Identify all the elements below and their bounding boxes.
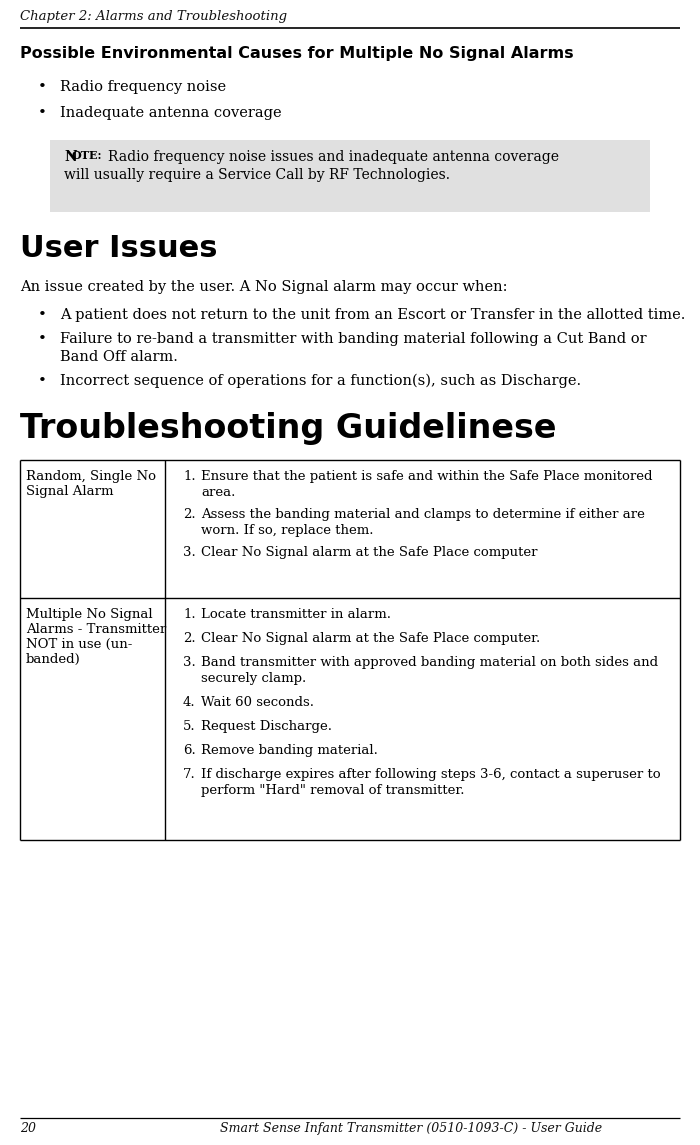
Text: Signal Alarm: Signal Alarm bbox=[26, 485, 113, 498]
Text: 3.: 3. bbox=[183, 656, 196, 669]
Text: area.: area. bbox=[201, 485, 235, 499]
Text: Multiple No Signal: Multiple No Signal bbox=[26, 608, 153, 621]
Text: Troubleshooting Guidelinese: Troubleshooting Guidelinese bbox=[20, 412, 556, 445]
Text: Smart Sense Infant Transmitter (0510-1093-C) - User Guide: Smart Sense Infant Transmitter (0510-109… bbox=[220, 1122, 602, 1135]
Text: Alarms - Transmitter: Alarms - Transmitter bbox=[26, 623, 167, 635]
Text: Radio frequency noise: Radio frequency noise bbox=[60, 80, 226, 94]
Text: Remove banding material.: Remove banding material. bbox=[201, 744, 378, 757]
Text: N: N bbox=[64, 150, 77, 164]
Text: NOT in use (un-: NOT in use (un- bbox=[26, 638, 132, 652]
Text: Assess the banding material and clamps to determine if either are: Assess the banding material and clamps t… bbox=[201, 508, 645, 521]
Text: •: • bbox=[38, 332, 47, 346]
Text: Failure to re-band a transmitter with banding material following a Cut Band or: Failure to re-band a transmitter with ba… bbox=[60, 332, 647, 346]
Text: perform "Hard" removal of transmitter.: perform "Hard" removal of transmitter. bbox=[201, 784, 465, 797]
Text: Locate transmitter in alarm.: Locate transmitter in alarm. bbox=[201, 608, 391, 621]
Text: A patient does not return to the unit from an Escort or Transfer in the allotted: A patient does not return to the unit fr… bbox=[60, 308, 685, 322]
Text: Ensure that the patient is safe and within the Safe Place monitored: Ensure that the patient is safe and with… bbox=[201, 469, 652, 483]
Text: •: • bbox=[38, 106, 47, 120]
Text: securely clamp.: securely clamp. bbox=[201, 672, 307, 685]
Text: •: • bbox=[38, 308, 47, 322]
Text: OTE:: OTE: bbox=[72, 150, 102, 161]
Text: 20: 20 bbox=[20, 1122, 36, 1135]
Text: banded): banded) bbox=[26, 653, 80, 666]
Text: 7.: 7. bbox=[183, 768, 196, 781]
Text: 2.: 2. bbox=[183, 508, 195, 521]
Text: Random, Single No: Random, Single No bbox=[26, 469, 156, 483]
Text: 4.: 4. bbox=[183, 696, 195, 709]
Text: worn. If so, replace them.: worn. If so, replace them. bbox=[201, 524, 374, 537]
Text: 6.: 6. bbox=[183, 744, 196, 757]
Text: 3.: 3. bbox=[183, 546, 196, 559]
Text: Clear No Signal alarm at the Safe Place computer.: Clear No Signal alarm at the Safe Place … bbox=[201, 632, 540, 645]
Text: 5.: 5. bbox=[183, 720, 195, 733]
Text: 2.: 2. bbox=[183, 632, 195, 645]
Text: Band Off alarm.: Band Off alarm. bbox=[60, 350, 178, 364]
Text: Incorrect sequence of operations for a function(s), such as Discharge.: Incorrect sequence of operations for a f… bbox=[60, 374, 581, 388]
Text: •: • bbox=[38, 80, 47, 94]
Text: If discharge expires after following steps 3-6, contact a superuser to: If discharge expires after following ste… bbox=[201, 768, 661, 781]
Text: Wait 60 seconds.: Wait 60 seconds. bbox=[201, 696, 314, 709]
Text: Chapter 2: Alarms and Troubleshooting: Chapter 2: Alarms and Troubleshooting bbox=[20, 10, 287, 23]
Text: Inadequate antenna coverage: Inadequate antenna coverage bbox=[60, 106, 281, 120]
Text: Request Discharge.: Request Discharge. bbox=[201, 720, 332, 733]
Text: •: • bbox=[38, 374, 47, 388]
Text: User Issues: User Issues bbox=[20, 234, 218, 263]
Text: An issue created by the user. A No Signal alarm may occur when:: An issue created by the user. A No Signa… bbox=[20, 281, 508, 294]
Text: Possible Environmental Causes for Multiple No Signal Alarms: Possible Environmental Causes for Multip… bbox=[20, 46, 573, 61]
Text: 1.: 1. bbox=[183, 608, 195, 621]
Text: Radio frequency noise issues and inadequate antenna coverage: Radio frequency noise issues and inadequ… bbox=[108, 150, 559, 164]
Text: Band transmitter with approved banding material on both sides and: Band transmitter with approved banding m… bbox=[201, 656, 658, 669]
Text: 1.: 1. bbox=[183, 469, 195, 483]
Text: Clear No Signal alarm at the Safe Place computer: Clear No Signal alarm at the Safe Place … bbox=[201, 546, 538, 559]
FancyBboxPatch shape bbox=[50, 140, 650, 212]
Text: will usually require a Service Call by RF Technologies.: will usually require a Service Call by R… bbox=[64, 168, 450, 182]
